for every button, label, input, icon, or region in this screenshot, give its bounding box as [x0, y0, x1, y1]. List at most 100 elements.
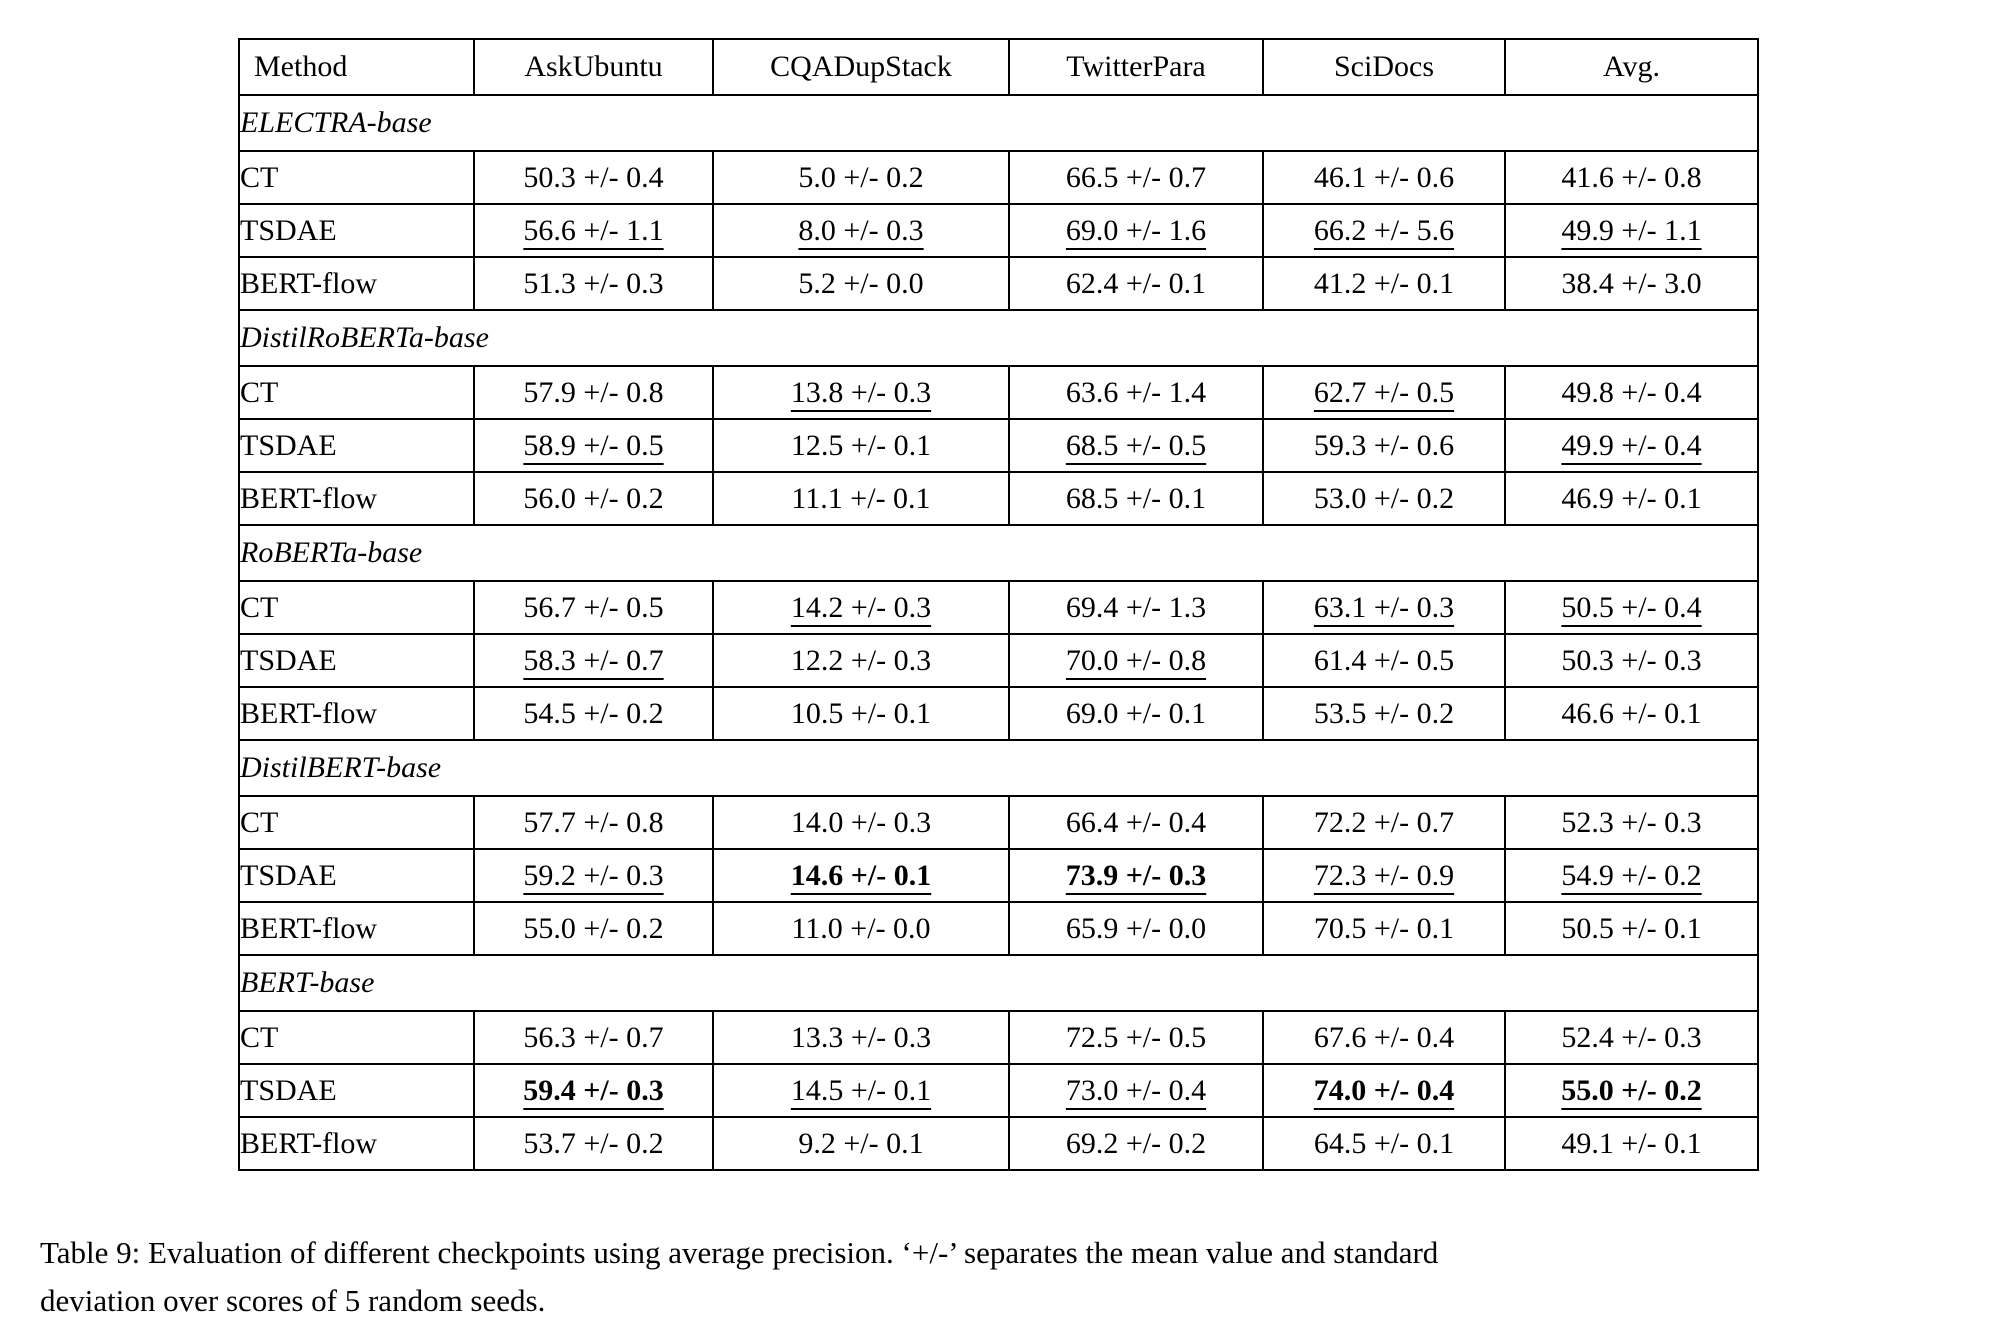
column-header-askubuntu: AskUbuntu [473, 38, 714, 96]
score-value: 13.3 +/- 0.3 [790, 1020, 932, 1054]
section-row: ELECTRA-base [238, 94, 1759, 152]
score-value: 69.0 +/- 1.6 [1065, 213, 1207, 247]
score-value: 8.0 +/- 0.3 [798, 213, 924, 247]
score-value: 53.5 +/- 0.2 [1313, 696, 1455, 730]
section-title: RoBERTa-base [238, 524, 1759, 582]
score-value: 50.5 +/- 0.4 [1561, 590, 1702, 624]
score-value: 72.5 +/- 0.5 [1065, 1020, 1207, 1054]
value-cell: 41.6 +/- 0.8 [1504, 150, 1759, 205]
value-cell: 56.7 +/- 0.5 [473, 580, 714, 635]
section-title: DistilBERT-base [238, 739, 1759, 797]
value-cell: 9.2 +/- 0.1 [712, 1116, 1010, 1171]
value-cell: 57.9 +/- 0.8 [473, 365, 714, 420]
value-cell: 46.1 +/- 0.6 [1262, 150, 1506, 205]
score-value: 11.1 +/- 0.1 [791, 481, 931, 515]
method-cell: CT [238, 1010, 475, 1065]
score-value: 54.9 +/- 0.2 [1561, 858, 1702, 892]
score-value: 14.2 +/- 0.3 [790, 590, 932, 624]
value-cell: 61.4 +/- 0.5 [1262, 633, 1506, 688]
data-row: TSDAE 59.2 +/- 0.3 14.6 +/- 0.1 73.9 +/- 0.… [238, 848, 1759, 903]
value-cell: 56.3 +/- 0.7 [473, 1010, 714, 1065]
score-value: 56.0 +/- 0.2 [523, 481, 664, 515]
value-cell: 53.0 +/- 0.2 [1262, 471, 1506, 526]
value-cell: 5.2 +/- 0.0 [712, 256, 1010, 311]
score-value: 5.2 +/- 0.0 [798, 266, 924, 300]
value-cell: 49.9 +/- 1.1 [1504, 203, 1759, 258]
value-cell: 67.6 +/- 0.4 [1262, 1010, 1506, 1065]
value-cell: 49.1 +/- 0.1 [1504, 1116, 1759, 1171]
section-title: DistilRoBERTa-base [238, 309, 1759, 367]
value-cell: 55.0 +/- 0.2 [1504, 1063, 1759, 1118]
results-table: Method AskUbuntu CQADupStack TwitterPara… [238, 38, 1759, 1171]
score-value: 58.3 +/- 0.7 [523, 643, 664, 677]
value-cell: 68.5 +/- 0.5 [1008, 418, 1264, 473]
value-cell: 10.5 +/- 0.1 [712, 686, 1010, 741]
section-row: DistilBERT-base [238, 739, 1759, 797]
score-value: 69.0 +/- 0.1 [1065, 696, 1207, 730]
score-value: 49.1 +/- 0.1 [1561, 1126, 1702, 1160]
score-value: 50.3 +/- 0.4 [523, 160, 664, 194]
section-title: ELECTRA-base [238, 94, 1759, 152]
section-row: BERT-base [238, 954, 1759, 1012]
value-cell: 53.7 +/- 0.2 [473, 1116, 714, 1171]
value-cell: 54.5 +/- 0.2 [473, 686, 714, 741]
data-row: CT 56.7 +/- 0.5 14.2 +/- 0.3 69.4 +/- 1.3 63… [238, 580, 1759, 635]
data-row: BERT-flow 51.3 +/- 0.3 5.2 +/- 0.0 62.4 +/-… [238, 256, 1759, 311]
column-header-twitterpara: TwitterPara [1008, 38, 1264, 96]
value-cell: 56.0 +/- 0.2 [473, 471, 714, 526]
score-value: 66.5 +/- 0.7 [1065, 160, 1207, 194]
score-value: 49.9 +/- 0.4 [1561, 428, 1702, 462]
value-cell: 62.4 +/- 0.1 [1008, 256, 1264, 311]
score-value: 72.3 +/- 0.9 [1313, 858, 1455, 892]
score-value: 67.6 +/- 0.4 [1313, 1020, 1455, 1054]
score-value: 74.0 +/- 0.4 [1313, 1073, 1455, 1107]
value-cell: 5.0 +/- 0.2 [712, 150, 1010, 205]
score-value: 63.6 +/- 1.4 [1065, 375, 1207, 409]
score-value: 59.2 +/- 0.3 [523, 858, 664, 892]
value-cell: 50.3 +/- 0.3 [1504, 633, 1759, 688]
method-cell: CT [238, 580, 475, 635]
score-value: 68.5 +/- 0.1 [1065, 481, 1207, 515]
value-cell: 46.6 +/- 0.1 [1504, 686, 1759, 741]
data-row: TSDAE 58.3 +/- 0.7 12.2 +/- 0.3 70.0 +/- 0.… [238, 633, 1759, 688]
method-cell: CT [238, 365, 475, 420]
score-value: 51.3 +/- 0.3 [523, 266, 664, 300]
data-row: BERT-flow 55.0 +/- 0.2 11.0 +/- 0.0 65.9 +/… [238, 901, 1759, 956]
value-cell: 12.5 +/- 0.1 [712, 418, 1010, 473]
value-cell: 14.2 +/- 0.3 [712, 580, 1010, 635]
score-value: 69.2 +/- 0.2 [1065, 1126, 1207, 1160]
score-value: 12.2 +/- 0.3 [790, 643, 932, 677]
value-cell: 14.6 +/- 0.1 [712, 848, 1010, 903]
value-cell: 58.9 +/- 0.5 [473, 418, 714, 473]
score-value: 57.7 +/- 0.8 [523, 805, 664, 839]
value-cell: 50.5 +/- 0.4 [1504, 580, 1759, 635]
score-value: 58.9 +/- 0.5 [523, 428, 664, 462]
column-header-cqadupstack: CQADupStack [712, 38, 1010, 96]
score-value: 61.4 +/- 0.5 [1313, 643, 1455, 677]
value-cell: 59.2 +/- 0.3 [473, 848, 714, 903]
value-cell: 14.0 +/- 0.3 [712, 795, 1010, 850]
value-cell: 13.3 +/- 0.3 [712, 1010, 1010, 1065]
value-cell: 62.7 +/- 0.5 [1262, 365, 1506, 420]
score-value: 55.0 +/- 0.2 [1561, 1073, 1702, 1107]
value-cell: 59.3 +/- 0.6 [1262, 418, 1506, 473]
value-cell: 11.0 +/- 0.0 [712, 901, 1010, 956]
value-cell: 8.0 +/- 0.3 [712, 203, 1010, 258]
value-cell: 70.5 +/- 0.1 [1262, 901, 1506, 956]
value-cell: 49.9 +/- 0.4 [1504, 418, 1759, 473]
value-cell: 66.5 +/- 0.7 [1008, 150, 1264, 205]
value-cell: 70.0 +/- 0.8 [1008, 633, 1264, 688]
value-cell: 11.1 +/- 0.1 [712, 471, 1010, 526]
score-value: 14.0 +/- 0.3 [790, 805, 932, 839]
section-row: DistilRoBERTa-base [238, 309, 1759, 367]
score-value: 56.6 +/- 1.1 [523, 213, 664, 247]
column-header-avg: Avg. [1504, 38, 1759, 96]
value-cell: 55.0 +/- 0.2 [473, 901, 714, 956]
data-row: BERT-flow 53.7 +/- 0.2 9.2 +/- 0.1 69.2 +/-… [238, 1116, 1759, 1171]
score-value: 66.2 +/- 5.6 [1313, 213, 1455, 247]
results-table-body: ELECTRA-base CT 50.3 +/- 0.4 5.0 +/- 0.2 66.… [238, 94, 1759, 1171]
score-value: 56.7 +/- 0.5 [523, 590, 664, 624]
method-cell: TSDAE [238, 1063, 475, 1118]
score-value: 64.5 +/- 0.1 [1313, 1126, 1455, 1160]
